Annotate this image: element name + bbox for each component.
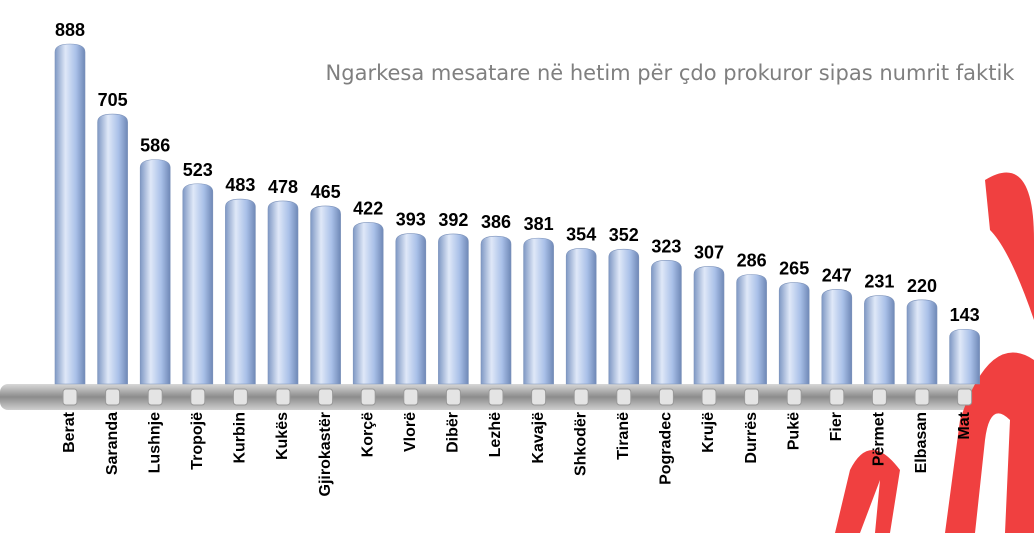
data-label: 888 [55, 20, 85, 40]
x-tick-label: Lushnje [146, 412, 163, 473]
data-label: 286 [737, 250, 767, 270]
watermark [985, 172, 1034, 320]
base-knob [488, 388, 504, 406]
data-label: 352 [609, 225, 639, 245]
x-tick-label: Dibër [445, 412, 462, 453]
bar [864, 295, 895, 385]
bar [608, 248, 640, 385]
bar [54, 43, 86, 385]
data-label: 143 [950, 305, 980, 325]
bar [97, 113, 128, 385]
bar [736, 274, 767, 385]
bar [949, 328, 980, 385]
base-knob [360, 388, 376, 406]
base-knob [147, 388, 163, 406]
base-knob [744, 388, 760, 406]
bar [395, 233, 427, 385]
bar [352, 222, 384, 385]
data-label: 523 [183, 160, 213, 180]
base-knob [786, 388, 802, 406]
x-tick-label: Berat [61, 411, 78, 453]
x-tick-label: Korçë [359, 412, 376, 457]
base-knob [62, 388, 78, 406]
data-label: 381 [524, 214, 554, 234]
data-label: 393 [396, 210, 426, 230]
bar [906, 299, 938, 385]
x-tick-label: Gjirokastër [317, 412, 334, 496]
data-label: 483 [225, 175, 255, 195]
x-tick-label: Saranda [104, 412, 121, 475]
bar [693, 266, 725, 385]
bar [523, 237, 554, 385]
x-tick-label: Krujë [700, 412, 717, 453]
data-label: 307 [694, 242, 724, 262]
x-tick-label: Kavajë [530, 412, 547, 464]
base-knob [275, 388, 291, 406]
x-tick-label: Mat [956, 411, 973, 439]
x-tick-label: Kukës [274, 412, 291, 460]
base-knob [701, 388, 717, 406]
base-knob [573, 388, 589, 406]
bar [778, 282, 810, 385]
base-knob [914, 388, 930, 406]
base-knob [445, 388, 461, 406]
base-knob [531, 388, 547, 406]
data-label: 705 [98, 90, 128, 110]
base-knob [232, 388, 248, 406]
x-tick-label: Vlorë [402, 412, 419, 452]
base-knob [658, 388, 674, 406]
x-tick-label: Pukë [785, 412, 802, 450]
bar [182, 183, 214, 385]
base-knob [403, 388, 419, 406]
base-knob [318, 388, 334, 406]
data-label: 465 [311, 182, 341, 202]
base-knob [105, 388, 121, 406]
data-label: 354 [566, 224, 596, 244]
watermark [945, 352, 1034, 533]
data-label: 220 [907, 276, 937, 296]
x-tick-label: Lezhë [487, 412, 504, 457]
x-tick-label: Pogradec [658, 412, 675, 485]
base-knob [829, 388, 845, 406]
x-tick-label: Përmet [871, 411, 888, 466]
data-label: 478 [268, 177, 298, 197]
bar [480, 235, 512, 385]
base-knob [957, 388, 973, 406]
base-knob [871, 388, 887, 406]
data-label: 265 [779, 259, 809, 279]
base-knob [190, 388, 206, 406]
x-tick-label: Durrës [743, 412, 760, 464]
x-tick-label: Tiranë [615, 412, 632, 460]
x-tick-label: Fier [828, 412, 845, 441]
data-label: 386 [481, 212, 511, 232]
bar [651, 260, 682, 385]
data-label: 247 [822, 265, 852, 285]
x-tick-label: Shkodër [572, 412, 589, 476]
base-knob [616, 388, 632, 406]
watermark [835, 450, 900, 533]
bar [225, 198, 256, 385]
bar [438, 233, 469, 385]
x-tick-label: Tropojë [189, 412, 206, 470]
data-label: 231 [864, 272, 894, 292]
chart-title: Ngarkesa mesatare në hetim për çdo proku… [325, 61, 1015, 85]
data-label: 392 [438, 210, 468, 230]
base-band [0, 384, 1034, 410]
bar [310, 205, 341, 385]
bar [267, 200, 299, 385]
data-label: 323 [651, 236, 681, 256]
x-tick-label: Kurbin [232, 412, 249, 464]
bar [565, 248, 597, 385]
bar [139, 159, 171, 385]
data-label: 586 [140, 136, 170, 156]
x-tick-label: Elbasan [913, 412, 930, 473]
data-label: 422 [353, 198, 383, 218]
bar [821, 289, 853, 385]
